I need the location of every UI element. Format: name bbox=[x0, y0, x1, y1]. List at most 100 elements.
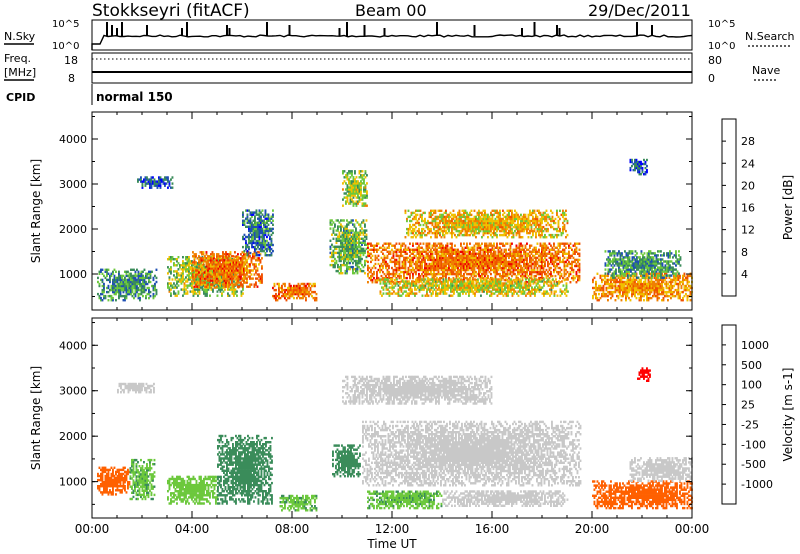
data-cell bbox=[240, 263, 242, 266]
data-cell bbox=[200, 286, 202, 289]
data-cell bbox=[266, 247, 268, 251]
data-cell bbox=[260, 225, 262, 228]
data-cell bbox=[499, 209, 501, 212]
data-cell bbox=[109, 278, 111, 282]
data-cell bbox=[243, 281, 245, 284]
data-cell bbox=[106, 290, 108, 294]
data-cell bbox=[148, 280, 150, 284]
data-cell bbox=[258, 217, 261, 220]
data-cell bbox=[424, 211, 426, 215]
data-cell bbox=[195, 292, 198, 295]
data-cell bbox=[238, 269, 241, 272]
data-cell bbox=[255, 263, 257, 266]
data-cell bbox=[281, 286, 283, 290]
nave-tick-bottom: 0 bbox=[708, 72, 715, 85]
data-cell bbox=[297, 294, 300, 298]
data-cell bbox=[257, 227, 259, 231]
data-cell bbox=[222, 263, 224, 266]
data-cell bbox=[238, 271, 241, 274]
data-cell bbox=[196, 269, 199, 272]
data-cell bbox=[231, 255, 233, 258]
data-cell bbox=[231, 283, 233, 286]
data-cell bbox=[186, 280, 189, 283]
data-cell bbox=[263, 229, 265, 233]
data-cell bbox=[246, 235, 249, 239]
data-cell bbox=[137, 270, 140, 273]
data-cell bbox=[216, 279, 218, 282]
data-cell bbox=[255, 229, 258, 233]
data-cell bbox=[235, 269, 238, 272]
data-cell bbox=[149, 184, 151, 187]
data-cell bbox=[142, 294, 144, 298]
data-cell bbox=[247, 251, 250, 254]
data-cell bbox=[112, 278, 114, 282]
station-title: Stokkseyri (fitACF) bbox=[92, 1, 250, 21]
data-cell bbox=[243, 263, 245, 266]
data-cell bbox=[210, 263, 212, 266]
data-cell bbox=[251, 221, 253, 224]
data-cell bbox=[110, 296, 113, 300]
data-cell bbox=[254, 229, 256, 233]
data-cell bbox=[331, 233, 333, 236]
data-cell bbox=[419, 209, 422, 212]
data-cell bbox=[243, 277, 245, 280]
data-cell bbox=[248, 233, 250, 237]
data-cell bbox=[168, 268, 171, 271]
data-cell bbox=[569, 270, 572, 274]
data-cell bbox=[258, 229, 261, 233]
data-cell bbox=[113, 282, 116, 286]
data-cell bbox=[237, 271, 239, 274]
data-cell bbox=[142, 286, 144, 290]
data-cell bbox=[249, 241, 252, 245]
data-cell bbox=[210, 257, 212, 260]
data-cell bbox=[412, 242, 414, 245]
data-cell bbox=[170, 186, 172, 189]
data-cell bbox=[260, 211, 262, 214]
data-cell bbox=[119, 284, 122, 288]
data-cell bbox=[272, 294, 274, 298]
data-cell bbox=[115, 284, 117, 288]
data-cell bbox=[270, 251, 273, 255]
data-cell bbox=[237, 275, 239, 278]
data-cell bbox=[388, 264, 390, 268]
data-cell bbox=[121, 274, 123, 278]
data-cell bbox=[130, 286, 132, 290]
data-cell bbox=[222, 255, 224, 258]
data-cell bbox=[198, 281, 200, 284]
data-cell bbox=[242, 223, 244, 226]
data-cell bbox=[253, 273, 256, 276]
data-cell bbox=[356, 221, 359, 224]
data-cell bbox=[224, 256, 226, 259]
data-cell bbox=[578, 274, 581, 278]
data-cell bbox=[177, 256, 180, 259]
data-cell bbox=[140, 272, 143, 275]
data-cell bbox=[269, 237, 271, 241]
data-cell bbox=[231, 269, 233, 272]
data-cell bbox=[220, 267, 223, 270]
freq-label-1: Freq. bbox=[4, 52, 31, 65]
data-cell bbox=[103, 286, 105, 290]
data-cell bbox=[288, 294, 291, 298]
data-cell bbox=[216, 290, 219, 293]
data-cell bbox=[207, 263, 209, 266]
data-cell bbox=[473, 209, 476, 212]
data-cell bbox=[155, 288, 158, 292]
data-cell bbox=[259, 261, 262, 264]
data-cell bbox=[569, 281, 572, 284]
data-cell bbox=[249, 231, 252, 235]
data-cell bbox=[255, 209, 258, 212]
nsearch-label: N.Search bbox=[745, 30, 795, 43]
data-cell bbox=[133, 292, 135, 296]
data-cell bbox=[254, 231, 256, 235]
data-cell bbox=[551, 274, 554, 278]
data-cell bbox=[261, 241, 264, 245]
data-cell bbox=[284, 296, 286, 300]
data-cell bbox=[220, 269, 223, 272]
data-cell bbox=[139, 272, 141, 275]
data-cell bbox=[228, 253, 230, 256]
data-cell bbox=[240, 292, 243, 295]
data-cell bbox=[211, 277, 214, 280]
data-cell bbox=[200, 268, 202, 271]
data-cell bbox=[252, 237, 255, 241]
data-cell bbox=[222, 277, 224, 280]
